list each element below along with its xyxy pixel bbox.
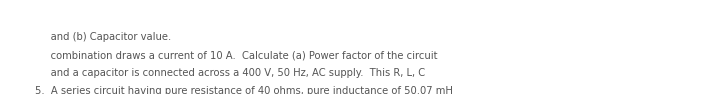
Text: combination draws a current of 10 A.  Calculate (a) Power factor of the circuit: combination draws a current of 10 A. Cal… bbox=[35, 50, 438, 60]
Text: and a capacitor is connected across a 400 V, 50 Hz, AC supply.  This R, L, C: and a capacitor is connected across a 40… bbox=[35, 68, 425, 78]
Text: 5.  A series circuit having pure resistance of 40 ohms, pure inductance of 50.07: 5. A series circuit having pure resistan… bbox=[35, 86, 453, 94]
Text: and (b) Capacitor value.: and (b) Capacitor value. bbox=[35, 32, 171, 42]
